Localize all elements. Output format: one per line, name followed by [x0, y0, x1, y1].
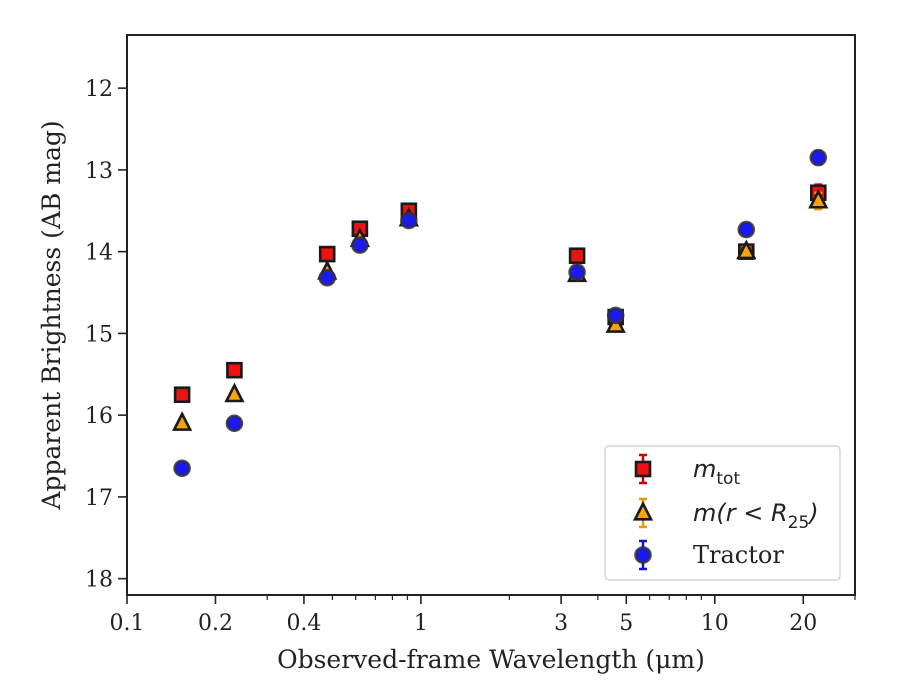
- legend-marker-square: [634, 460, 652, 478]
- legend-label: Tractor: [693, 541, 784, 569]
- legend-marker-circle: [634, 546, 652, 564]
- data-point-triangle: [224, 382, 245, 403]
- data-point-circle: [568, 263, 586, 281]
- series-circle: [173, 148, 828, 478]
- data-point-circle: [173, 459, 191, 478]
- data-point-square: [173, 386, 191, 404]
- data-point-triangle: [171, 411, 193, 431]
- x-tick-label: 3: [554, 611, 568, 636]
- data-point-square: [318, 245, 336, 263]
- y-axis-label: Apparent Brightness (AB mag): [37, 120, 66, 510]
- data-point-circle: [318, 269, 337, 287]
- data-point-square: [226, 361, 243, 379]
- y-tick-label: 15: [85, 322, 113, 347]
- x-tick-label: 1: [414, 611, 428, 636]
- data-point-circle: [809, 148, 828, 167]
- x-tick-label: 0.2: [198, 611, 233, 636]
- data-marks: [171, 148, 829, 478]
- y-tick-label: 17: [85, 486, 113, 511]
- legend-box: [604, 445, 841, 581]
- plot-frame: [126, 34, 856, 596]
- series-triangle: [171, 188, 829, 431]
- legend: mtot m(r < R25) Tractor: [604, 445, 841, 581]
- y-tick-label: 18: [85, 568, 113, 593]
- y-tick-label: 13: [85, 159, 113, 184]
- x-axis-ticks: 0.1 0.2 0.4 1 3 5 10 20: [110, 595, 856, 636]
- data-point-circle: [351, 236, 369, 254]
- y-tick-label: 16: [85, 404, 113, 429]
- data-point-square: [568, 247, 586, 265]
- data-point-triangle: [808, 188, 829, 209]
- data-point-triangle: [736, 239, 757, 260]
- y-axis-ticks: 12 13 14 15 16 17 18: [85, 77, 127, 593]
- x-tick-label: 10: [701, 611, 729, 636]
- x-axis-label: Observed-frame Wavelength (μm): [277, 645, 705, 674]
- series-square: [173, 183, 827, 404]
- x-tick-label: 0.1: [110, 611, 145, 636]
- data-point-circle: [737, 220, 756, 239]
- legend-marker-triangle: [632, 500, 654, 521]
- y-tick-label: 14: [85, 241, 113, 266]
- data-point-circle: [606, 306, 625, 325]
- data-point-circle: [400, 211, 418, 230]
- legend-label: mtot: [693, 455, 740, 489]
- legend-label: m(r < R25): [693, 499, 819, 533]
- x-tick-label: 0.4: [286, 611, 321, 636]
- x-tick-label: 20: [789, 611, 817, 636]
- data-point-circle: [225, 414, 244, 433]
- x-tick-label: 5: [619, 611, 633, 636]
- y-tick-label: 12: [85, 77, 113, 102]
